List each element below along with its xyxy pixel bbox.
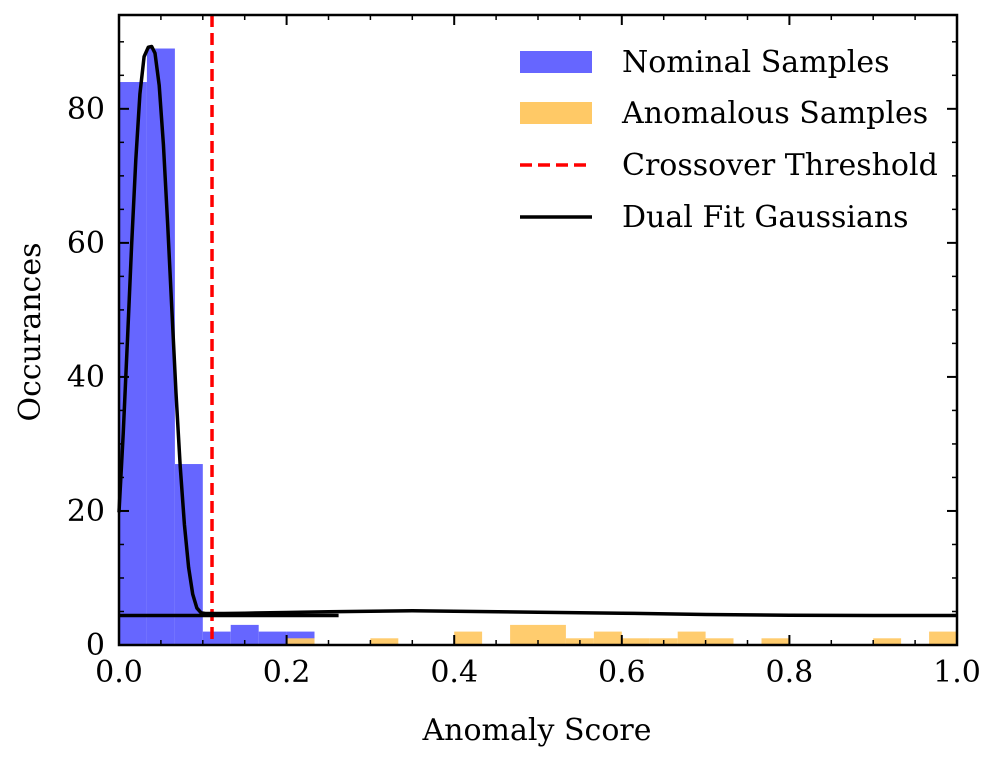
nominal-bar-4 — [230, 624, 259, 645]
axes-layer: 0.0 0.2 0.4 0.6 0.8 1.0 0 20 40 60 80 — [67, 13, 981, 690]
anomalous-bar-1 — [370, 638, 399, 645]
anomalous-bar-6 — [593, 631, 622, 645]
anomalous-bar-13 — [929, 631, 957, 645]
nominal-bar-3 — [202, 631, 231, 645]
legend-swatch — [520, 51, 592, 73]
legend-label: Nominal Samples — [622, 45, 890, 80]
x-tick-label: 0.6 — [598, 655, 646, 690]
x-tick-label: 0.4 — [430, 655, 478, 690]
curve-layer — [117, 44, 957, 618]
nominal-bar-1 — [146, 48, 175, 646]
y-tick-label: 0 — [86, 628, 105, 663]
gaussian-fit-curve-0 — [117, 44, 957, 618]
y-axis-title: Occurances — [13, 242, 48, 421]
anomalous-bar-4 — [538, 624, 566, 645]
legend-label: Anomalous Samples — [621, 96, 928, 131]
x-tick-label: 0.0 — [95, 655, 143, 690]
x-tick-label: 0.2 — [263, 655, 311, 690]
anomalous-bar-11 — [761, 638, 790, 645]
y-tick-label: 80 — [67, 92, 105, 127]
x-tick-label: 0.8 — [766, 655, 814, 690]
x-axis-title: Anomaly Score — [422, 713, 652, 748]
y-tick-label: 40 — [67, 360, 105, 395]
bars-layer — [119, 48, 957, 646]
anomalous-bar-7 — [621, 638, 650, 645]
x-tick-label: 1.0 — [933, 655, 981, 690]
nominal-bar-0 — [119, 82, 147, 645]
nominal-bar-5 — [258, 631, 287, 645]
anomalous-bar-0 — [286, 638, 315, 645]
anomalous-bar-9 — [677, 631, 706, 645]
legend-label: Crossover Threshold — [622, 148, 938, 183]
anomalous-bar-3 — [510, 624, 538, 645]
y-tick-label: 20 — [67, 494, 105, 529]
anomalous-bar-2 — [454, 631, 483, 645]
legend: Nominal Samples Anomalous Samples Crossove… — [520, 45, 938, 235]
legend-label: Dual Fit Gaussians — [622, 200, 909, 235]
anomalous-bar-12 — [873, 638, 902, 645]
y-tick-label: 60 — [67, 226, 105, 261]
anomalous-bar-10 — [705, 638, 734, 645]
legend-swatch — [520, 102, 592, 124]
